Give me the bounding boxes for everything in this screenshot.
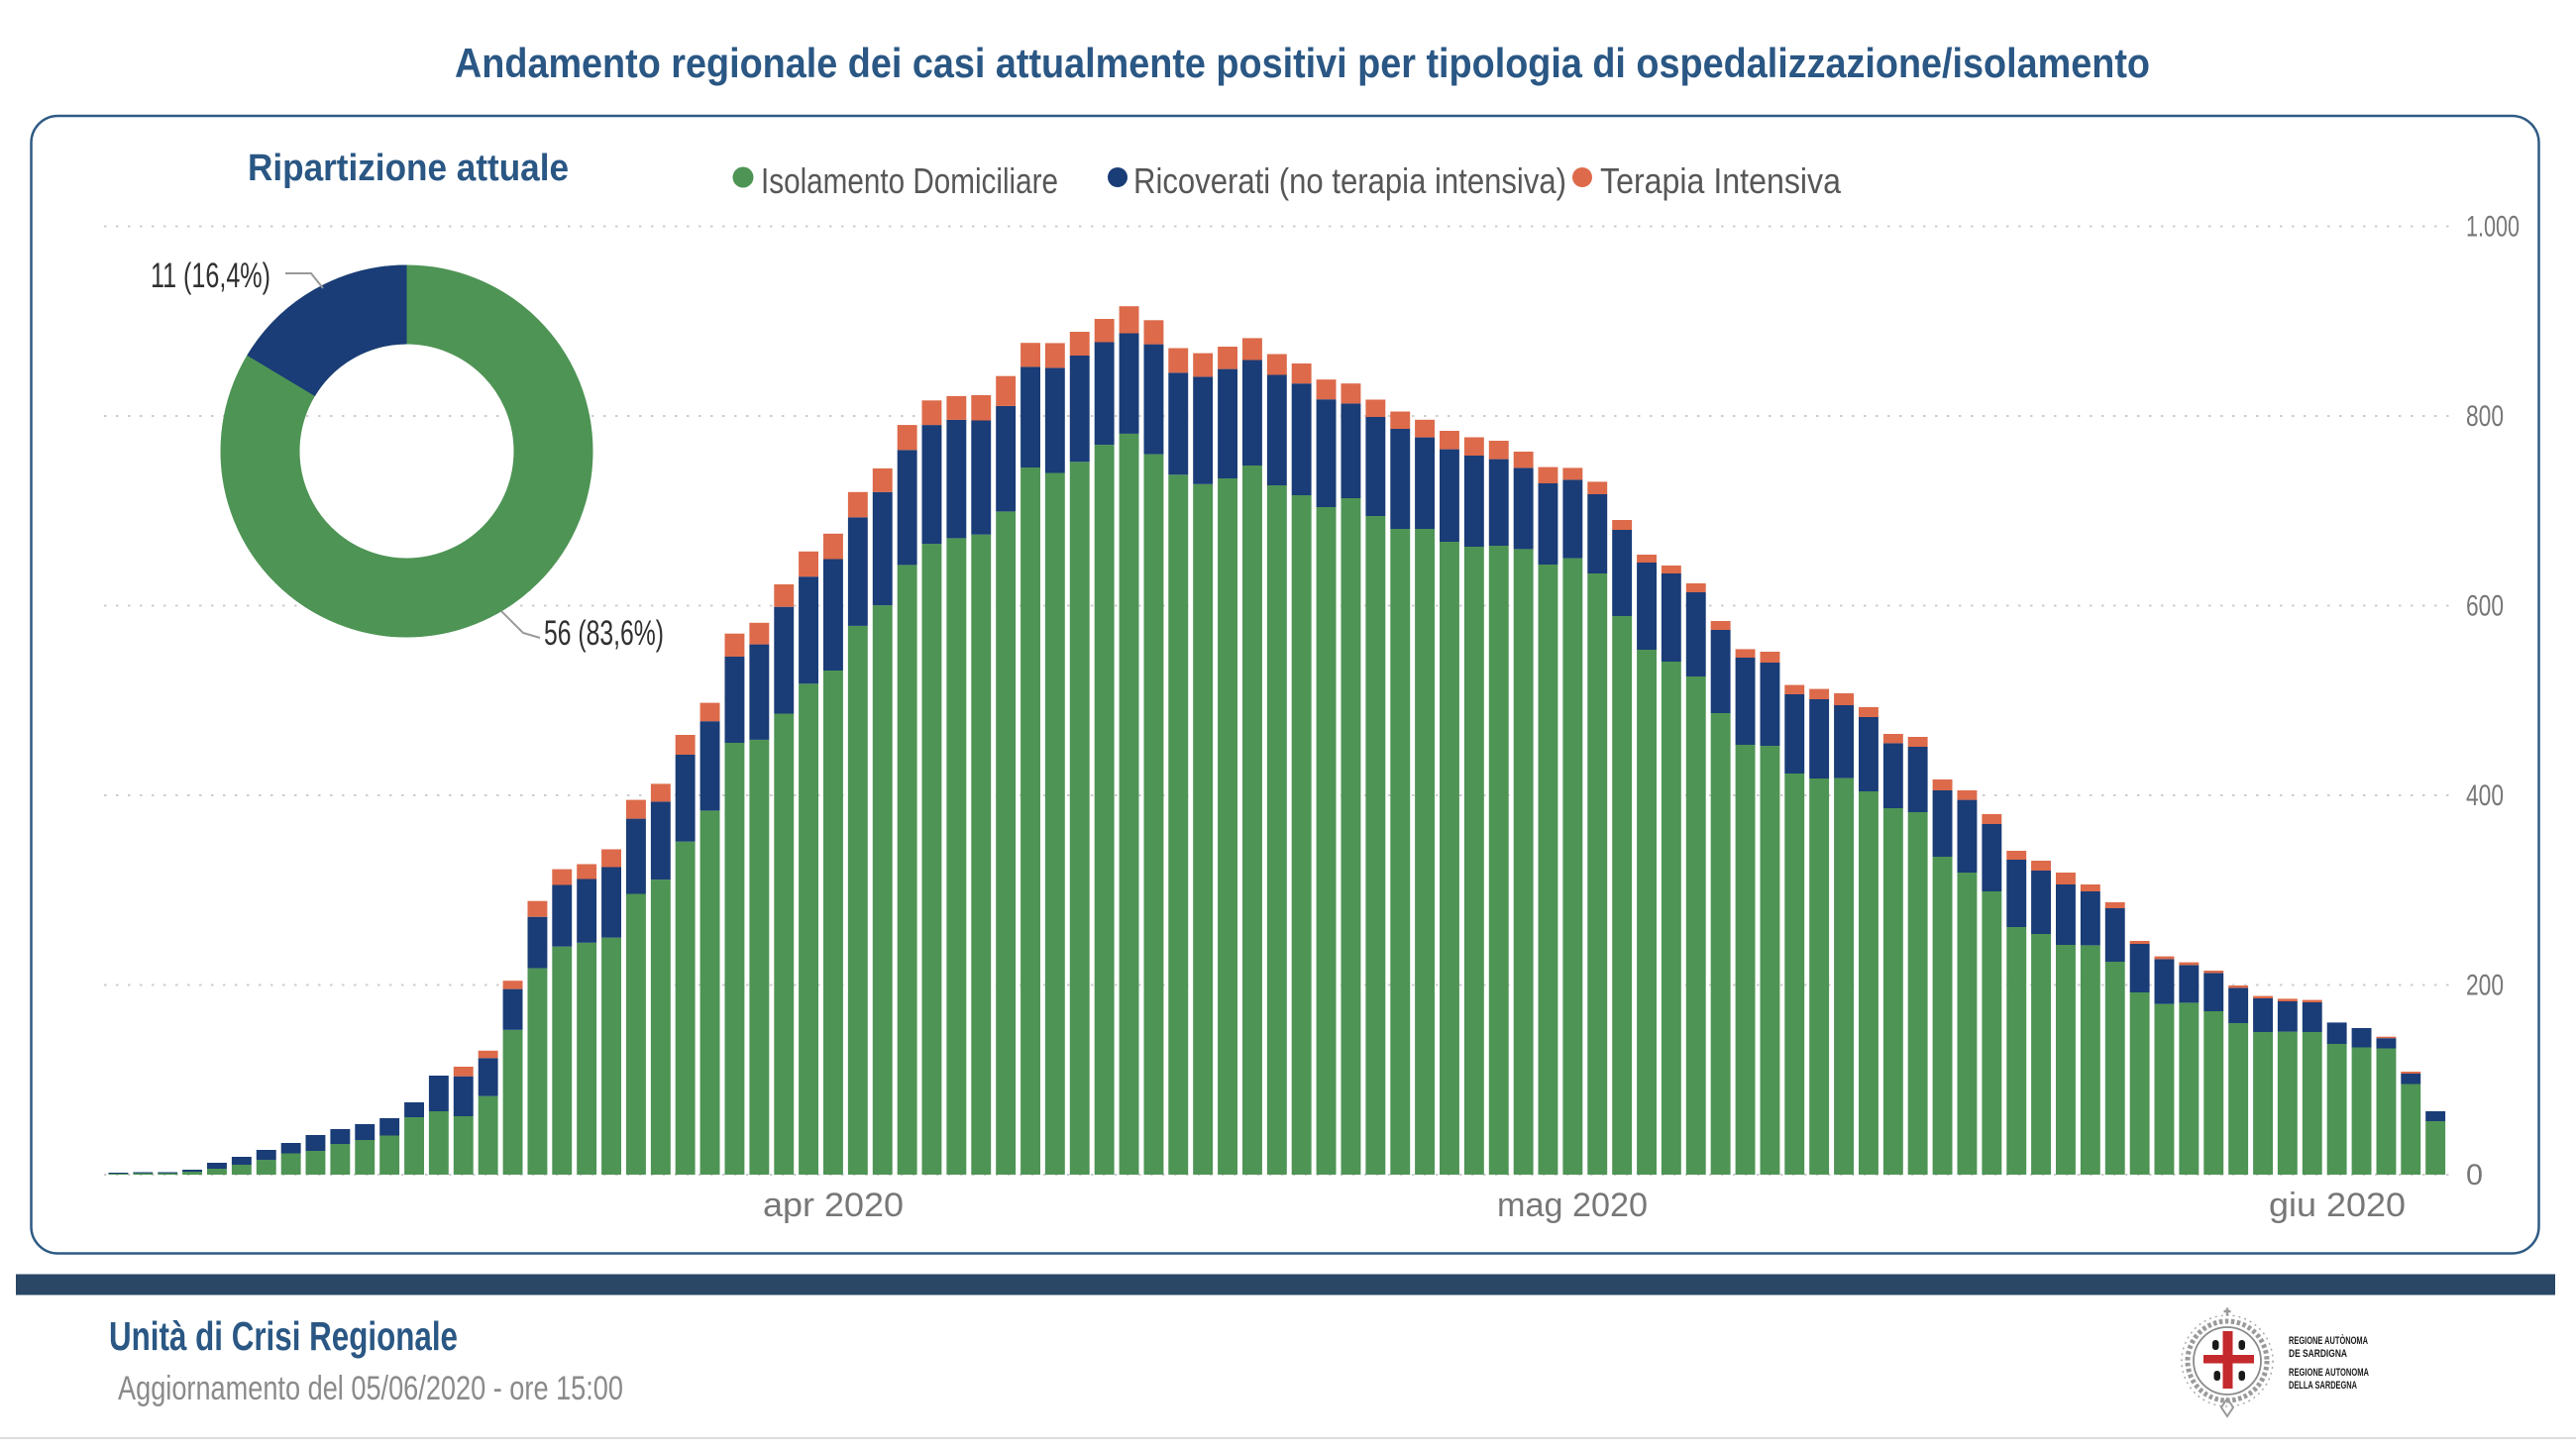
svg-text:11 (16,4%): 11 (16,4%) — [151, 257, 270, 295]
svg-text:mag 2020: mag 2020 — [1497, 1187, 1648, 1224]
svg-text:Terapia Intensiva: Terapia Intensiva — [1600, 160, 1842, 201]
svg-text:apr 2020: apr 2020 — [763, 1187, 904, 1224]
svg-text:400: 400 — [2466, 779, 2504, 812]
svg-text:200: 200 — [2466, 970, 2504, 1002]
svg-text:Ricoverati (no terapia intensi: Ricoverati (no terapia intensiva) — [1133, 160, 1566, 201]
svg-text:56 (83,6%): 56 (83,6%) — [544, 614, 664, 653]
svg-text:giu 2020: giu 2020 — [2269, 1187, 2406, 1224]
svg-text:Ripartizione attuale: Ripartizione attuale — [248, 148, 569, 189]
svg-text:Isolamento Domiciliare: Isolamento Domiciliare — [761, 160, 1058, 201]
svg-text:Andamento regionale dei casi a: Andamento regionale dei casi attualmente… — [455, 40, 2150, 86]
svg-text:Unità di Crisi Regionale: Unità di Crisi Regionale — [109, 1313, 458, 1359]
svg-text:DELLA SARDEGNA: DELLA SARDEGNA — [2289, 1380, 2357, 1392]
svg-text:600: 600 — [2466, 590, 2504, 623]
svg-text:REGIONE AUTONOMA: REGIONE AUTONOMA — [2289, 1367, 2369, 1379]
svg-text:0: 0 — [2466, 1159, 2483, 1191]
svg-text:DE SARDIGNA: DE SARDIGNA — [2289, 1348, 2347, 1360]
svg-text:Aggiornamento del 05/06/2020 -: Aggiornamento del 05/06/2020 - ore 15:00 — [118, 1370, 623, 1407]
svg-text:800: 800 — [2466, 400, 2504, 433]
svg-text:REGIONE AUTÒNOMA: REGIONE AUTÒNOMA — [2289, 1334, 2368, 1347]
svg-text:1.000: 1.000 — [2466, 211, 2520, 244]
